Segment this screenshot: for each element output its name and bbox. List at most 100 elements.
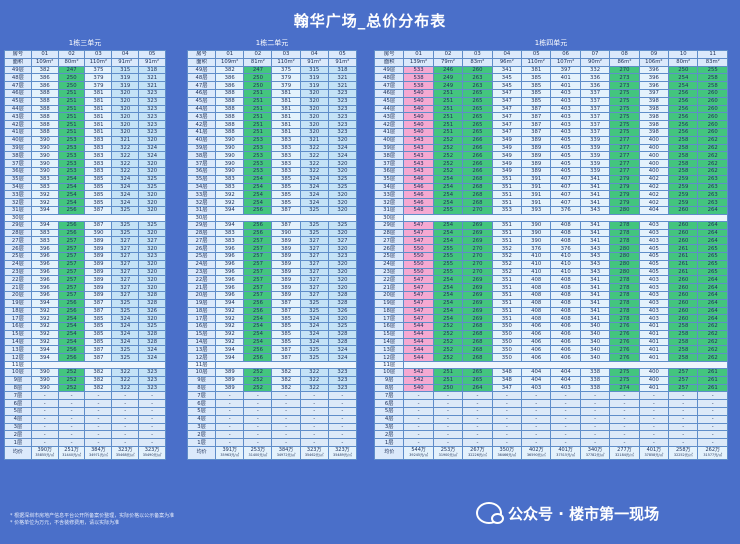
price-cell: 315 (111, 65, 140, 75)
floor-row: 35层 546 254 268 351 391 407 341 279 402 259 263 (373, 174, 728, 184)
price-cell: 257 (668, 368, 699, 377)
price-cell: 257 (57, 251, 86, 261)
price-cell: 327 (111, 283, 140, 292)
empty-cell: - (638, 391, 670, 401)
price-cell: 383 (215, 182, 245, 192)
price-cell: 320 (327, 283, 358, 292)
room-number: 03 (462, 50, 493, 59)
price-cell: 550 (403, 244, 434, 253)
refuge-floor-cell (30, 213, 167, 222)
floor-row: 12层 394 256 387 325 324 (186, 353, 358, 363)
average-price: 323万 (306, 446, 322, 453)
empty-cell: - (521, 407, 552, 416)
price-cell: 264 (697, 314, 728, 324)
floor-label: 29层 (4, 220, 32, 230)
average-price: 323万 (335, 446, 350, 453)
floor-label: 24层 (373, 259, 405, 269)
refuge-floor-row: 11层 (186, 361, 357, 370)
room-area: 107m² (550, 57, 581, 67)
floor-label: 9层 (186, 375, 217, 385)
room-area: 91m² (299, 57, 329, 67)
price-cell: 324 (111, 198, 140, 207)
price-cell: 257 (243, 275, 273, 285)
price-cell: 381 (84, 88, 113, 98)
floor-label: 12层 (373, 353, 405, 363)
price-cell: 253 (243, 135, 273, 145)
price-cell: 328 (327, 290, 358, 300)
empty-cell: - (462, 399, 493, 409)
price-cell: 403 (638, 283, 670, 292)
price-cell: 261 (697, 368, 728, 377)
price-cell: 408 (550, 283, 581, 292)
price-cell: 263 (697, 190, 728, 200)
price-cell: 388 (30, 88, 59, 98)
footnote-line: * 根据深圳市房地产信息平台公开所备案价整理，实际价格以公示备案为准 (10, 513, 175, 519)
price-cell: 408 (550, 275, 581, 285)
empty-cell: - (521, 414, 552, 424)
price-cell: 320 (327, 166, 358, 176)
price-cell: 262 (697, 337, 728, 347)
floor-row: 43层 388 251 381 320 323 (186, 112, 358, 122)
floor-row: 45层 388 251 381 320 323 (4, 96, 166, 106)
price-cell: 325 (327, 220, 358, 230)
average-label: 均价 (186, 446, 217, 461)
room-number: 10 (668, 50, 699, 59)
empty-cell: - (243, 407, 273, 416)
price-cell: 387 (84, 353, 113, 363)
floor-label: 24层 (4, 259, 32, 269)
price-cell: 391 (521, 190, 552, 200)
floor-row: 46层 388 251 381 320 323 (186, 88, 358, 98)
price-cell: 251 (57, 120, 86, 129)
price-cell: 351 (491, 283, 523, 292)
price-cell: 405 (638, 244, 670, 253)
price-cell: 266 (462, 166, 493, 176)
floor-label: 7层 (4, 391, 32, 401)
price-cell: 251 (243, 104, 273, 114)
floor-row: 34层 383 254 385 324 325 (186, 182, 358, 192)
floor-row: 1层 - - - - - (4, 438, 166, 448)
price-cell: 324 (299, 182, 329, 192)
price-cell: 381 (271, 88, 301, 98)
floor-label: 13层 (4, 345, 32, 355)
price-cell: 338 (579, 375, 611, 385)
price-cell: 543 (403, 166, 434, 176)
price-cell: 260 (668, 290, 699, 300)
room-area: 110m² (84, 57, 113, 67)
price-cell: 402 (638, 198, 670, 207)
floor-row: 43层 388 251 381 320 323 (4, 112, 166, 122)
empty-cell: - (327, 438, 358, 448)
price-cell: 265 (462, 127, 493, 137)
floor-row: 45层 388 251 381 320 323 (186, 96, 358, 106)
price-cell: 396 (30, 251, 59, 261)
price-cell: 390 (215, 159, 245, 168)
floor-label: 8层 (4, 383, 32, 393)
empty-cell: - (111, 422, 140, 432)
floor-label: 16层 (373, 322, 405, 331)
price-cell: 383 (84, 143, 113, 153)
floor-label: 11层 (373, 361, 405, 370)
floor-row: 19层 547 254 269 351 408 408 341 278 403 260 264 (373, 298, 728, 308)
price-cell: 336 (579, 81, 611, 90)
floor-row: 24层 396 257 389 327 320 (4, 259, 166, 269)
floor-row: 22层 396 257 389 327 320 (4, 275, 166, 285)
average-price: 251万 (64, 446, 79, 453)
price-cell: 254 (57, 329, 86, 339)
floor-row: 19层 394 256 387 325 328 (4, 298, 166, 308)
price-cell: 341 (579, 306, 611, 316)
floor-label: 48层 (4, 73, 32, 83)
average-unit-price: 34971元/㎡ (89, 453, 108, 458)
floor-row: 46层 388 251 381 320 323 (4, 88, 166, 98)
price-cell: 265 (697, 251, 728, 261)
price-cell: 408 (550, 228, 581, 238)
price-cell: 253 (57, 135, 86, 145)
empty-cell: - (403, 399, 434, 409)
price-cell: 324 (138, 151, 166, 161)
floor-label: 43层 (4, 112, 32, 122)
price-cell: 387 (271, 306, 301, 316)
empty-cell: - (432, 391, 464, 401)
price-cell: 257 (57, 283, 86, 292)
floor-label: 20层 (373, 290, 405, 300)
floor-row: 20层 547 254 269 351 408 408 341 278 403 260 264 (373, 290, 728, 300)
price-cell: 389 (84, 244, 113, 253)
empty-cell: - (30, 422, 59, 432)
